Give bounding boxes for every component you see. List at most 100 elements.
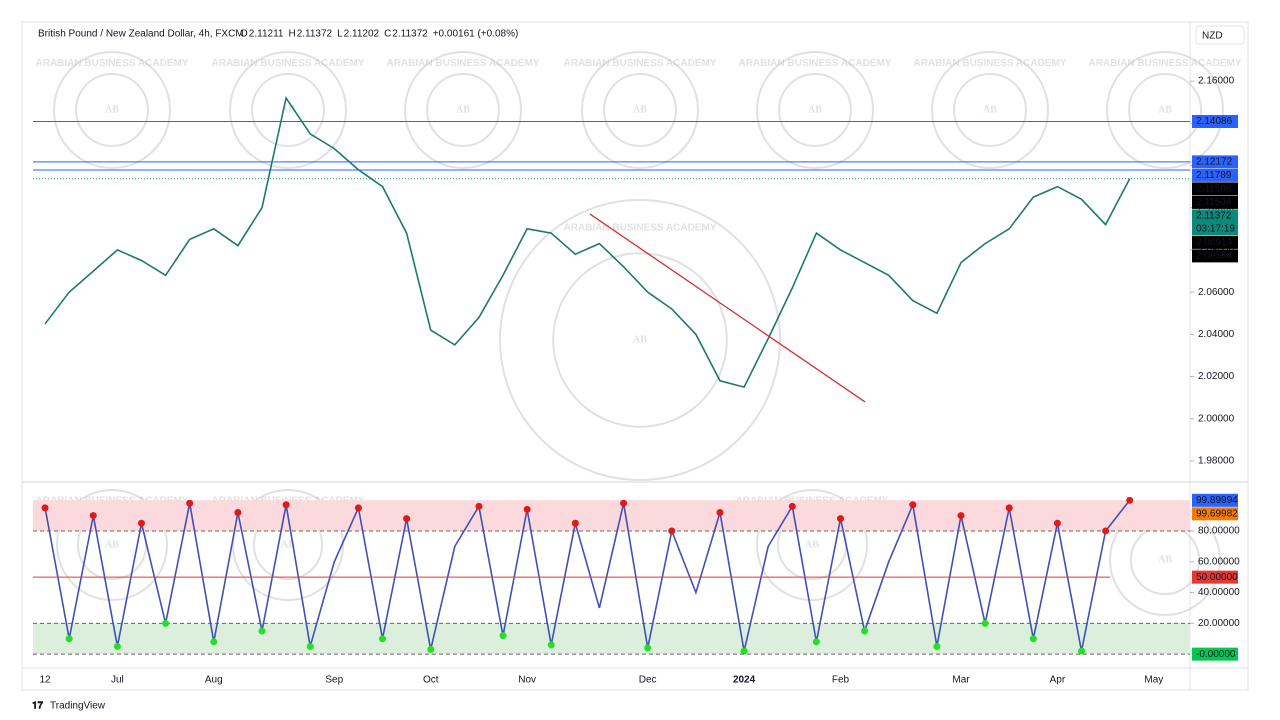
trough-dot [65,635,73,643]
peak-dot [137,519,145,527]
watermark-initials: AB [281,539,295,550]
peak-dot [523,505,531,513]
peak-dot [909,501,917,509]
band [33,500,1190,531]
watermark-ring [552,252,728,428]
peak-dot [403,515,411,523]
watermark-ring [53,51,171,169]
x-tick-label: 12 [39,675,51,686]
watermark-initials: AB [105,539,119,550]
osc-label-box [1192,507,1238,521]
watermark-initials: AB [633,334,647,345]
price-label: 2.08914 [1196,237,1233,248]
watermark-ring [603,73,677,147]
trendline [589,213,866,403]
price-label-box [1192,182,1238,196]
peak-dot [41,504,49,512]
peak-dot [1126,496,1134,504]
ohlc-value: 2.11372 [297,29,333,40]
watermark-ring [232,489,344,601]
osc-label-box [1192,493,1238,507]
ohlc-value: 2.11202 [344,29,380,40]
peak-dot [788,502,796,510]
watermark-initials: AB [1158,104,1172,115]
x-tick-label: Feb [832,675,850,686]
x-tick-label: Oct [423,675,439,686]
symbol: British Pound / New Zealand Dollar, 4h, … [38,29,244,40]
plot: 1.980002.000002.020002.040002.060002.080… [33,76,1240,686]
price-label: 2.11372 [1196,211,1232,222]
watermark-text: ARABIAN BUSINESS ACADEMY [212,58,365,69]
watermark-ring [931,51,1049,169]
x-tick-label: Dec [639,675,657,686]
change: +0.00161 (+0.08%) [433,29,519,40]
trough-dot [258,627,266,635]
watermark-ring [581,51,699,169]
trough-dot [1078,647,1086,655]
watermark-initials: AB [105,104,119,115]
price-label-box [1192,209,1238,236]
ohlc: O 2.11211 H 2.11372 L 2.11202 C 2.11372 +0.00161… [240,29,518,40]
osc-label: 50.00000 [1196,572,1238,583]
x-tick-label: 2024 [733,675,756,686]
osc-label-box [1192,570,1238,584]
trough-dot [113,642,121,650]
x-tick-label: May [1144,675,1163,686]
watermark-initials: AB [633,104,647,115]
currency: NZD [1202,31,1223,42]
y-tick-label: 1.98000 [1198,456,1235,467]
trough-dot [210,638,218,646]
y-tick-label: 40.00000 [1198,587,1240,598]
brand-logo: 𝟏𝟕 [32,701,44,712]
trough-dot [306,642,314,650]
watermark-initials: AB [983,104,997,115]
peak-dot [475,502,483,510]
trough-dot [812,638,820,646]
watermark-ring [953,73,1027,147]
peak-dot [89,512,97,520]
osc-label: -0.00000 [1196,649,1236,660]
osc-label: 99.69982 [1196,508,1238,519]
ohlc-key: O [240,29,248,40]
price-label-box [1192,155,1238,169]
y-tick-label: 2.00000 [1198,413,1235,424]
peak-dot [571,519,579,527]
watermark-text: ARABIAN BUSINESS ACADEMY [36,58,189,69]
osc-label-box [1192,647,1238,661]
x-tick-label: Aug [205,675,223,686]
peak-dot [1102,527,1110,535]
watermark-ring [756,489,868,601]
band [33,623,1190,655]
trough-dot [933,642,941,650]
peak-dot [716,508,724,516]
y-tick-label: 20.00000 [1198,618,1240,629]
watermark-ring [251,73,325,147]
price-label: 2.11508 [1196,197,1232,208]
osc-label: 99.89994 [1196,495,1238,506]
price-label: 2.11789 [1196,170,1232,181]
peak-dot [234,508,242,516]
peak-dot [1053,519,1061,527]
y-tick-label: 2.06000 [1198,287,1235,298]
price-label-box [1192,114,1238,128]
watermark-initials: AB [456,104,470,115]
ohlc-value: 2.11211 [249,29,284,40]
watermark-initials: AB [1158,554,1172,565]
watermark-text: ARABIAN BUSINESS ACADEMY [564,223,717,234]
price-line [44,95,1131,389]
price-label-countdown: 03:17:19 [1196,224,1235,235]
x-tick-label: Nov [518,675,536,686]
x-tick-label: Mar [952,675,970,686]
peak-dot [186,499,194,507]
x-tick-label: Jul [111,675,124,686]
peak-dot [282,501,290,509]
x-tick-label: Sep [325,675,343,686]
price-label: 2.14086 [1196,116,1233,127]
price-label: 2.12172 [1196,157,1233,168]
watermark-ring [229,51,347,169]
currency-box [1195,25,1245,45]
watermark-text: ARABIAN BUSINESS ACADEMY [914,58,1067,69]
price-label-box [1192,249,1238,263]
